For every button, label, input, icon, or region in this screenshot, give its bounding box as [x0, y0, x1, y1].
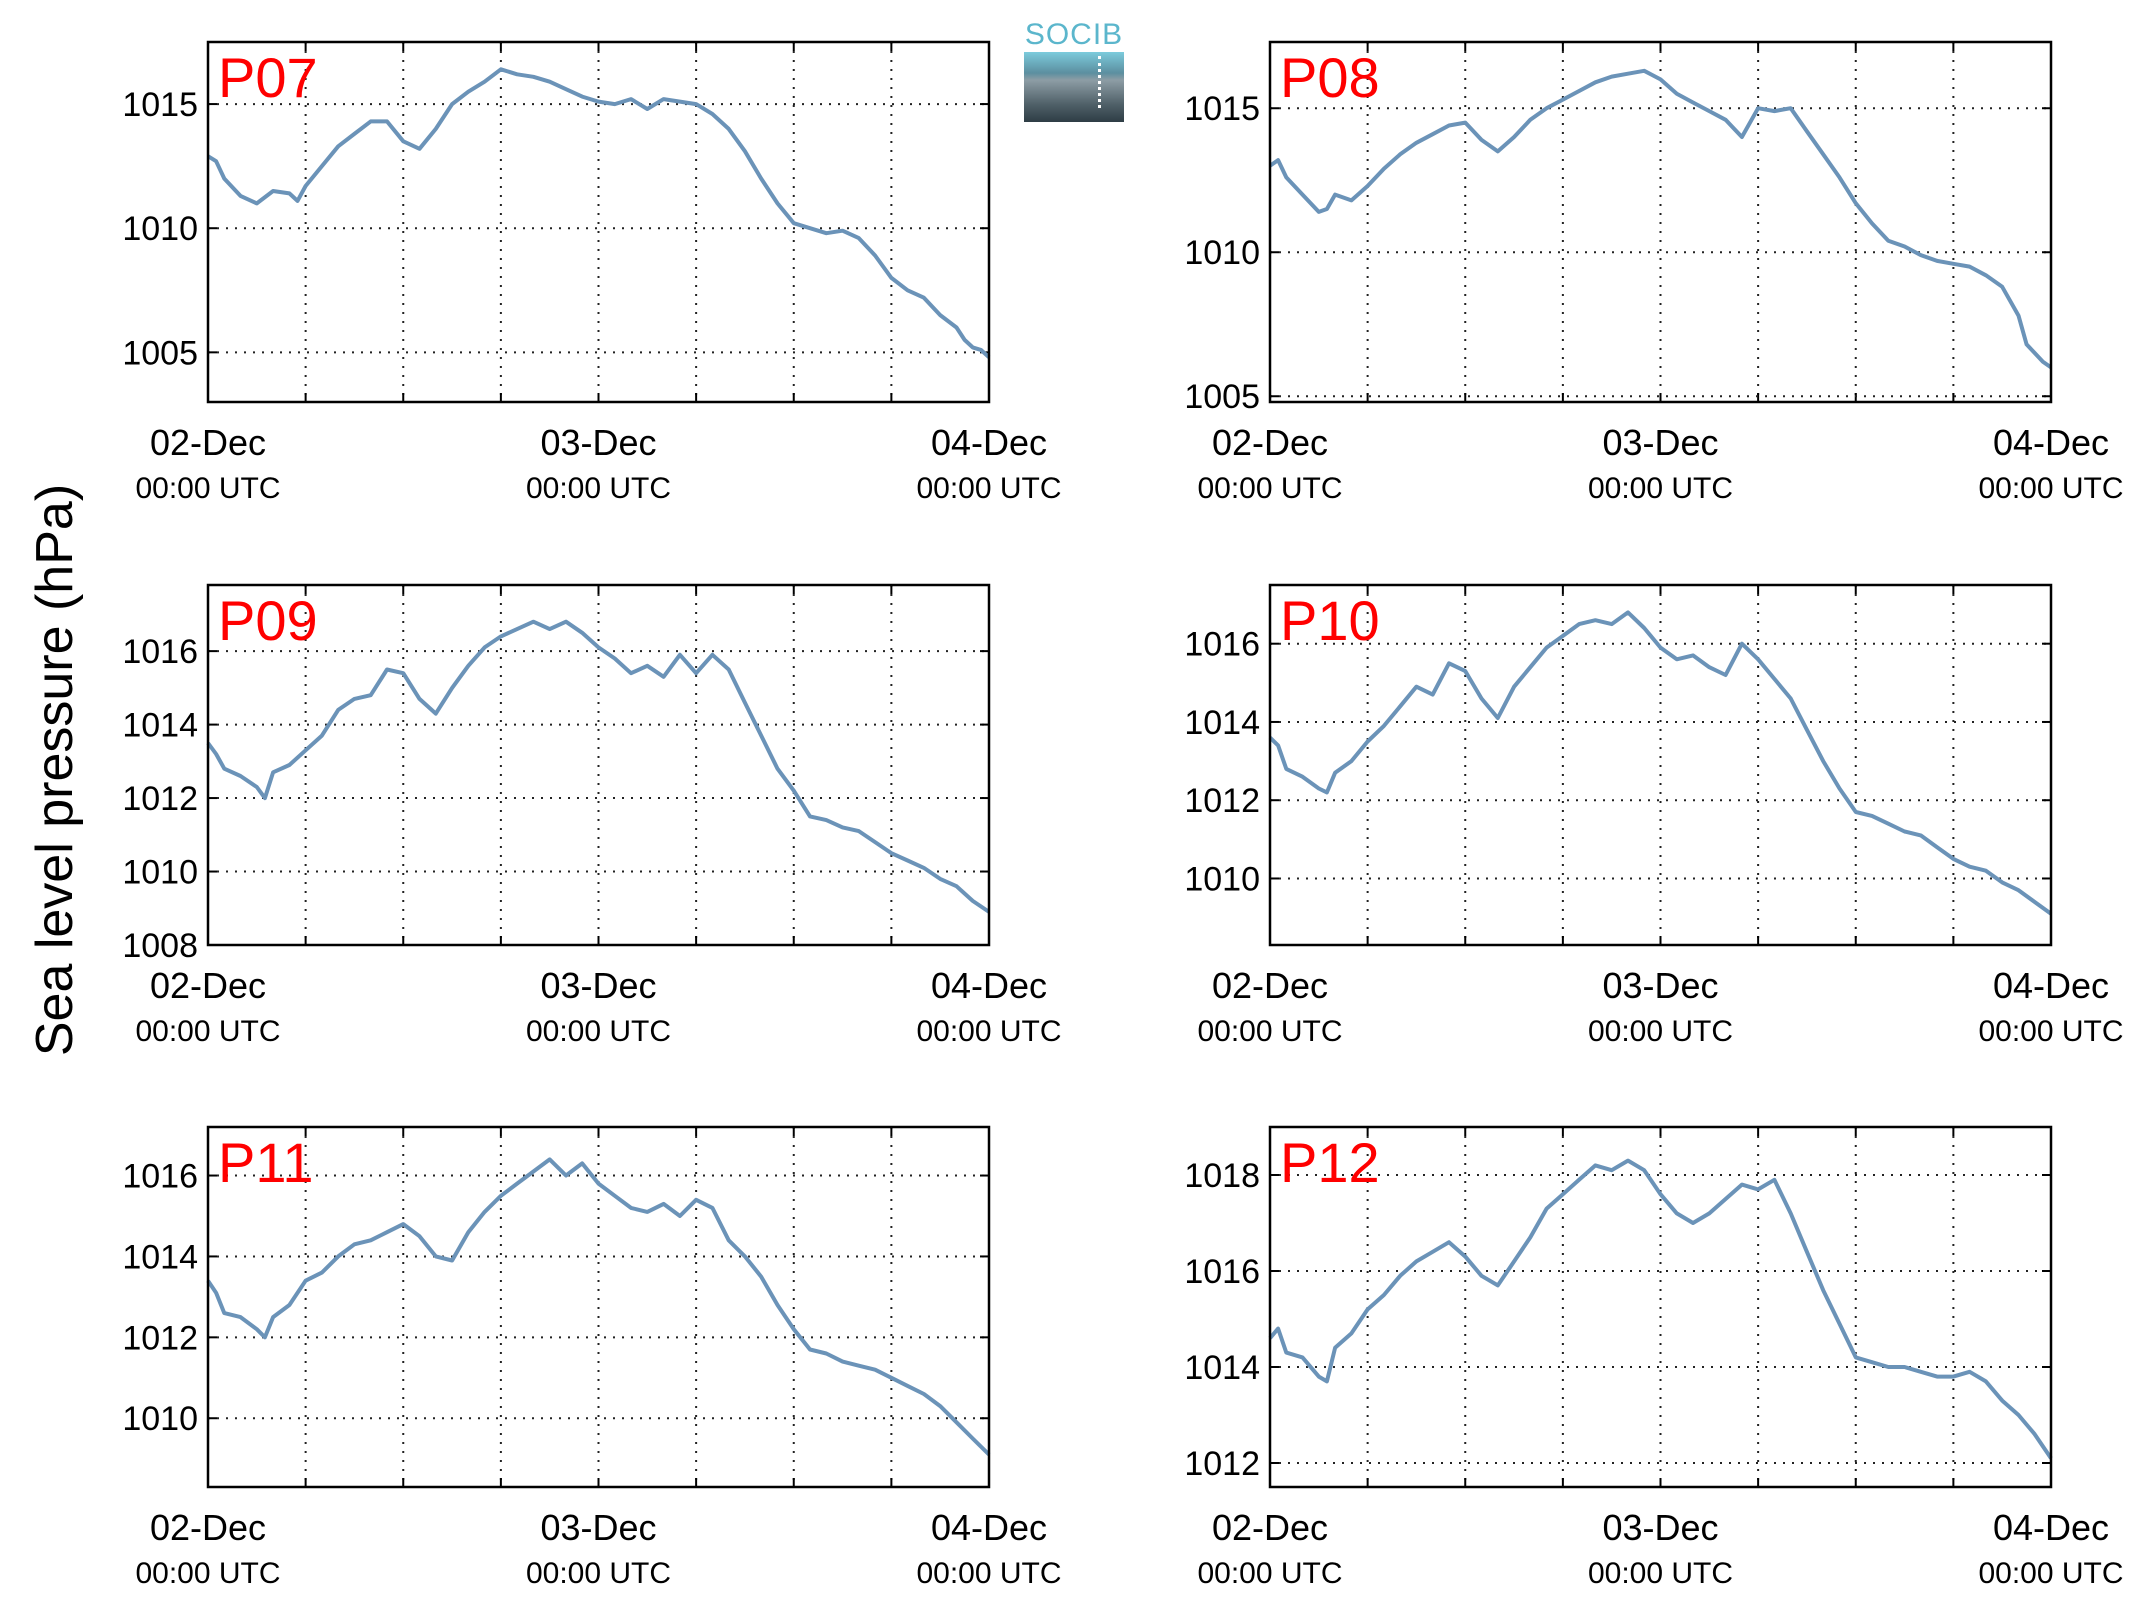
x-tick-label-date: 04-Dec — [1993, 422, 2109, 463]
x-tick-label-date: 02-Dec — [1212, 422, 1328, 463]
y-tick-label: 1018 — [1184, 1157, 1260, 1195]
y-tick-label: 1014 — [122, 707, 198, 745]
panel-label: P09 — [218, 589, 318, 652]
x-tick-label-time: 00:00 UTC — [526, 1015, 671, 1048]
y-tick-label: 1014 — [1184, 1349, 1260, 1387]
y-tick-label: 1016 — [1184, 1253, 1260, 1291]
x-tick-label-time: 00:00 UTC — [135, 1557, 280, 1590]
x-tick-label-date: 04-Dec — [1993, 965, 2109, 1006]
x-tick-label-date: 02-Dec — [150, 965, 266, 1006]
x-tick-label-date: 03-Dec — [1602, 422, 1718, 463]
series-line-p07 — [206, 67, 991, 359]
x-tick-label-time: 00:00 UTC — [1588, 1015, 1733, 1048]
y-tick-label: 1012 — [1184, 782, 1260, 820]
x-tick-label-date: 03-Dec — [540, 965, 656, 1006]
x-tick-label-time: 00:00 UTC — [135, 1015, 280, 1048]
axes-frame — [1268, 583, 2053, 947]
x-tick-label-date: 02-Dec — [150, 422, 266, 463]
x-tick-label-time: 00:00 UTC — [526, 472, 671, 505]
x-tick-label-date: 04-Dec — [931, 1507, 1047, 1548]
axes-frame — [1268, 1125, 2053, 1489]
x-tick-label-time: 00:00 UTC — [1588, 472, 1733, 505]
x-tick-label-date: 03-Dec — [1602, 965, 1718, 1006]
series-line-p10 — [1268, 610, 2053, 916]
x-tick-label-date: 04-Dec — [931, 422, 1047, 463]
x-tick-label-time: 00:00 UTC — [135, 472, 280, 505]
axes-frame — [1268, 40, 2053, 404]
panel-label: P08 — [1280, 46, 1380, 109]
y-tick-label: 1016 — [122, 633, 198, 671]
panel-p07: 1005 1010 1015 P07 02-Dec 00:00 UTC 03-Dec 00:0… — [122, 40, 1062, 505]
x-tick-label-time: 00:00 UTC — [1197, 472, 1342, 505]
axes-frame — [206, 583, 991, 947]
x-tick-label-date: 03-Dec — [540, 422, 656, 463]
panel-p12: 1012 1014 1016 1018 P12 02-Dec 00:00 UTC 03-Dec… — [1184, 1125, 2124, 1590]
x-tick-label-time: 00:00 UTC — [1197, 1557, 1342, 1590]
x-tick-label-date: 03-Dec — [540, 1507, 656, 1548]
y-tick-label: 1010 — [1184, 234, 1260, 272]
panel-p08: 1005 1010 1015 P08 02-Dec 00:00 UTC 03-Dec 00:0… — [1184, 40, 2124, 505]
y-tick-label: 1010 — [122, 1400, 198, 1438]
y-tick-label: 1015 — [1184, 90, 1260, 128]
x-tick-label-date: 03-Dec — [1602, 1507, 1718, 1548]
axes-frame — [206, 1125, 991, 1489]
panel-p11: 1010 1012 1014 1016 P11 02-Dec 00:00 UTC 03-Dec… — [122, 1125, 1062, 1590]
x-tick-label-time: 00:00 UTC — [1978, 472, 2123, 505]
axes-frame — [206, 40, 991, 404]
y-tick-label: 1015 — [122, 86, 198, 124]
panel-label: P12 — [1280, 1131, 1380, 1194]
x-tick-label-time: 00:00 UTC — [1978, 1015, 2123, 1048]
socib-logo-dots — [1098, 56, 1101, 108]
panel-label: P07 — [218, 46, 318, 109]
y-tick-label: 1010 — [122, 210, 198, 248]
x-tick-label-time: 00:00 UTC — [916, 1015, 1061, 1048]
x-tick-label-time: 00:00 UTC — [1588, 1557, 1733, 1590]
panel-p09: 1008 1010 1012 1014 1016 P09 02-Dec 00:00 UTC 03… — [122, 583, 1062, 1048]
y-tick-label: 1008 — [122, 927, 198, 965]
x-tick-label-date: 02-Dec — [1212, 965, 1328, 1006]
series-line-p08 — [1268, 68, 2053, 370]
y-tick-label: 1012 — [122, 780, 198, 818]
y-tick-label: 1012 — [1184, 1445, 1260, 1483]
y-tick-label: 1010 — [1184, 860, 1260, 898]
y-tick-label: 1010 — [122, 854, 198, 892]
y-tick-label: 1005 — [1184, 378, 1260, 416]
panel-label: P10 — [1280, 589, 1380, 652]
socib-logo-emblem — [1024, 52, 1124, 122]
x-tick-label-date: 04-Dec — [1993, 1507, 2109, 1548]
y-tick-label: 1012 — [122, 1319, 198, 1357]
x-tick-label-time: 00:00 UTC — [1197, 1015, 1342, 1048]
x-tick-label-date: 02-Dec — [1212, 1507, 1328, 1548]
series-line-p12 — [1268, 1158, 2053, 1460]
series-line-p11 — [206, 1157, 991, 1457]
y-tick-label: 1016 — [122, 1158, 198, 1196]
y-tick-label: 1014 — [122, 1238, 198, 1276]
x-tick-label-date: 02-Dec — [150, 1507, 266, 1548]
panel-p10: 1010 1012 1014 1016 P10 02-Dec 00:00 UTC 03-Dec… — [1184, 583, 2124, 1048]
socib-logo: SOCIB — [1024, 18, 1124, 122]
x-tick-label-date: 04-Dec — [931, 965, 1047, 1006]
x-tick-label-time: 00:00 UTC — [916, 472, 1061, 505]
x-tick-label-time: 00:00 UTC — [916, 1557, 1061, 1590]
x-tick-label-time: 00:00 UTC — [1978, 1557, 2123, 1590]
y-tick-label: 1005 — [122, 334, 198, 372]
y-tick-label: 1014 — [1184, 704, 1260, 742]
panel-label: P11 — [218, 1131, 313, 1194]
x-tick-label-time: 00:00 UTC — [526, 1557, 671, 1590]
y-tick-label: 1016 — [1184, 626, 1260, 664]
series-line-p09 — [206, 619, 991, 914]
socib-logo-text: SOCIB — [1024, 18, 1124, 51]
